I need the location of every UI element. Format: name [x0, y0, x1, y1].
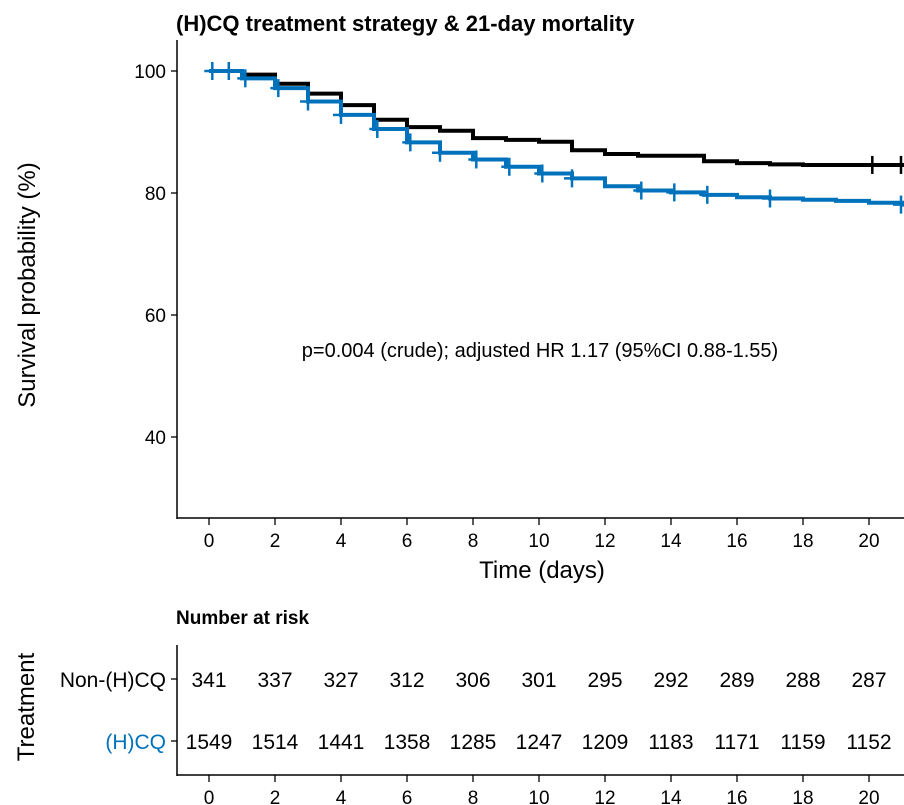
risk-count: 1209 — [582, 731, 629, 754]
risk-x-tick-label: 12 — [594, 788, 615, 805]
risk-x-tick-label: 16 — [726, 788, 747, 805]
risk-count: 1247 — [516, 731, 563, 754]
risk-count: 337 — [257, 669, 292, 692]
x-tick-label: 10 — [528, 531, 549, 552]
censor-mark-h-cq — [534, 164, 551, 183]
censor-mark-h-cq — [402, 133, 419, 152]
censor-mark-h-cq — [666, 183, 683, 202]
risk-count: 1183 — [648, 731, 693, 754]
x-tick-label: 8 — [468, 531, 479, 552]
x-tick-label: 0 — [204, 531, 215, 552]
risk-table-title: Number at risk — [176, 608, 309, 629]
censor-mark-h-cq — [432, 143, 448, 162]
series-line-non-h-cq — [209, 69, 904, 167]
risk-count: 288 — [785, 669, 820, 692]
censor-mark-h-cq — [204, 62, 221, 80]
censor-mark-h-cq — [893, 195, 904, 214]
censor-mark-h-cq — [300, 92, 316, 111]
chart-title: (H)CQ treatment strategy & 21-day mortal… — [176, 11, 635, 36]
risk-count: 1549 — [186, 731, 233, 754]
censor-mark-h-cq — [468, 150, 485, 169]
censor-mark-h-cq — [633, 181, 650, 200]
risk-count: 287 — [851, 669, 886, 692]
risk-count: 312 — [389, 669, 424, 692]
risk-x-tick-label: 20 — [858, 788, 879, 805]
risk-row-label: Non-(H)CQ — [60, 669, 166, 692]
y-tick-label: 60 — [145, 306, 166, 327]
censor-mark-h-cq — [237, 69, 254, 88]
censor-mark-non-h-cq — [893, 155, 904, 174]
risk-x-tick-label: 18 — [792, 788, 813, 805]
censor-mark-h-cq — [564, 169, 580, 188]
risk-count: 327 — [323, 669, 358, 692]
risk-table: Non-(H)CQ 341 337 327 312 306 301 295 292 289 288 2… — [60, 645, 904, 805]
x-tick-label: 12 — [594, 531, 615, 552]
risk-row-label: (H)CQ — [105, 731, 166, 754]
risk-x-tick-label: 6 — [402, 788, 413, 805]
risk-count: 295 — [587, 669, 622, 692]
risk-count: 289 — [719, 669, 754, 692]
risk-count: 1159 — [780, 731, 825, 754]
x-tick-label: 14 — [660, 531, 682, 552]
y-tick-label: 100 — [134, 62, 166, 83]
risk-count: 1514 — [252, 731, 299, 754]
risk-count: 341 — [191, 669, 226, 692]
x-tick-label: 6 — [402, 531, 413, 552]
risk-count: 1358 — [384, 731, 431, 754]
y-tick-label: 80 — [145, 184, 166, 205]
risk-count: 306 — [455, 669, 490, 692]
y-tick-label: 40 — [145, 428, 166, 449]
risk-count: 292 — [653, 669, 688, 692]
x-tick-label: 2 — [270, 531, 281, 552]
censor-mark-h-cq — [369, 119, 386, 138]
risk-x-tick-label: 0 — [204, 788, 215, 805]
x-tick-label: 20 — [858, 531, 879, 552]
censor-mark-h-cq — [220, 62, 237, 80]
censor-mark-h-cq — [270, 79, 287, 98]
risk-table-y-title: Treatment — [13, 652, 40, 761]
censor-mark-h-cq — [699, 185, 716, 204]
main-plot-area: 40 60 80 100 0 2 4 6 8 10 12 14 16 18 20 — [134, 40, 904, 552]
p-value-annotation: p=0.004 (crude); adjusted HR 1.17 (95%CI… — [302, 340, 778, 362]
risk-count: 301 — [521, 669, 556, 692]
censor-mark-h-cq — [501, 157, 518, 176]
x-axis-title: Time (days) — [479, 557, 605, 584]
risk-x-tick-label: 4 — [336, 788, 347, 805]
risk-x-tick-label: 10 — [528, 788, 549, 805]
risk-count: 1441 — [318, 731, 365, 754]
censor-mark-h-cq — [333, 105, 349, 124]
x-tick-label: 16 — [726, 531, 747, 552]
y-axis-title: Survival probability (%) — [14, 162, 41, 407]
risk-count: 1152 — [846, 731, 891, 754]
censor-mark-non-h-cq — [864, 155, 881, 174]
risk-x-tick-label: 2 — [270, 788, 281, 805]
risk-x-tick-label: 8 — [468, 788, 479, 805]
series-line-h-cq — [209, 69, 904, 207]
risk-x-tick-label: 14 — [660, 788, 682, 805]
risk-count: 1171 — [714, 731, 759, 754]
censor-mark-h-cq — [762, 189, 778, 208]
x-tick-label: 4 — [336, 531, 347, 552]
x-tick-label: 18 — [792, 531, 813, 552]
risk-count: 1285 — [450, 731, 497, 754]
